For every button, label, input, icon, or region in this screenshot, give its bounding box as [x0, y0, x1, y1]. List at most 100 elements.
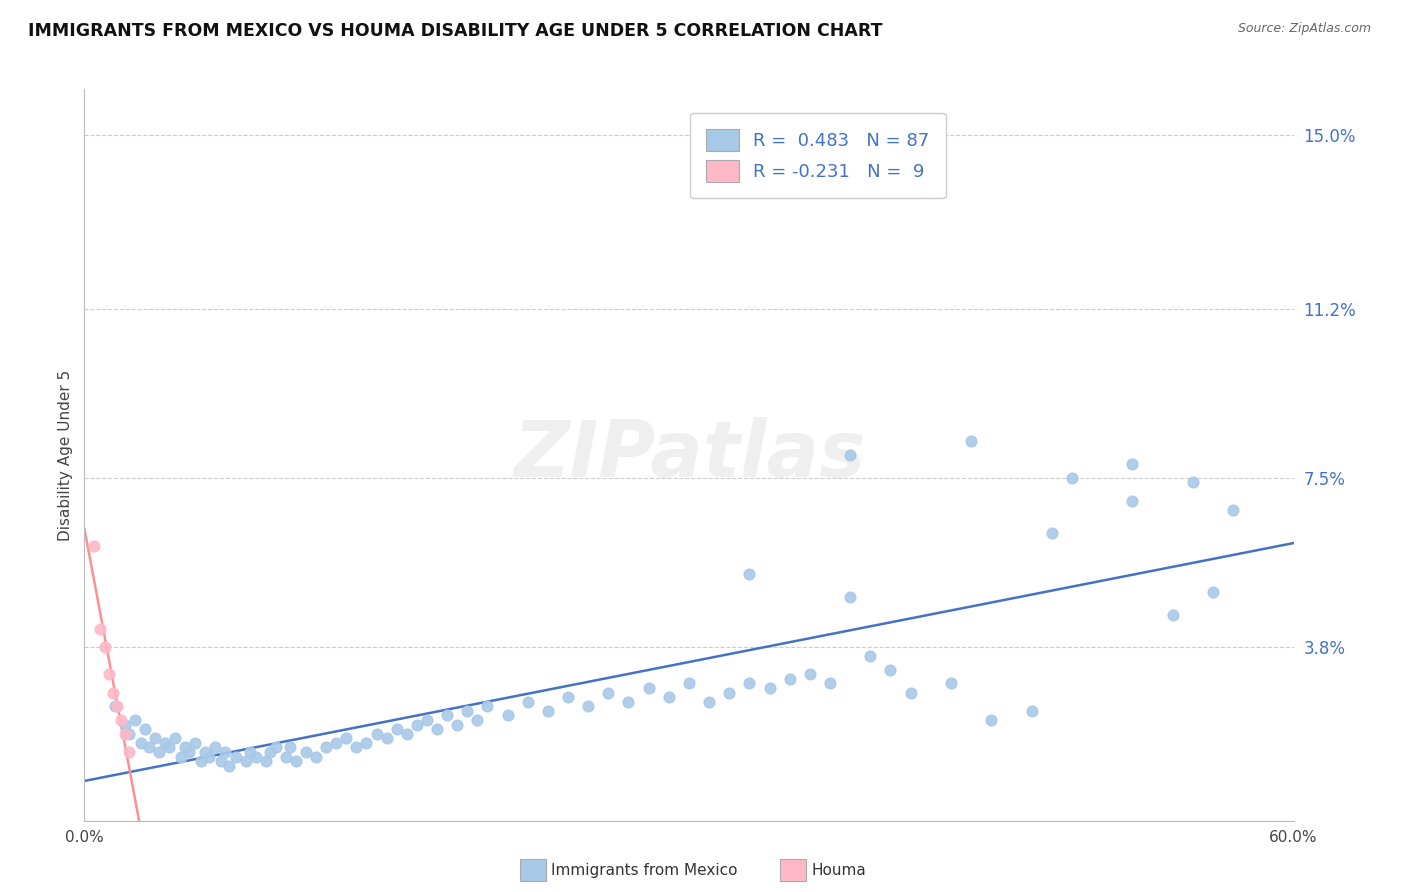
Point: [1121, 457, 1143, 471]
Point: [1222, 503, 1244, 517]
Point: [101, 686, 124, 700]
Point: [225, 749, 247, 764]
Point: [325, 736, 347, 750]
Point: [264, 740, 287, 755]
Point: [97, 667, 120, 681]
Point: [1040, 525, 1063, 540]
Point: [366, 727, 388, 741]
Point: [617, 695, 640, 709]
Point: [406, 717, 429, 731]
Point: [496, 708, 519, 723]
Point: [285, 754, 308, 768]
Text: Source: ZipAtlas.com: Source: ZipAtlas.com: [1237, 22, 1371, 36]
Point: [209, 754, 232, 768]
Point: [879, 663, 901, 677]
Point: [598, 686, 620, 700]
Point: [375, 731, 398, 746]
Point: [104, 699, 127, 714]
Point: [1161, 607, 1184, 622]
Point: [980, 713, 1002, 727]
Point: [446, 717, 468, 731]
Point: [174, 740, 197, 755]
Point: [839, 448, 862, 462]
Point: [235, 754, 257, 768]
Point: [165, 731, 187, 746]
Point: [637, 681, 659, 695]
Point: [738, 676, 761, 690]
Point: [184, 736, 207, 750]
Point: [83, 539, 105, 553]
Point: [134, 723, 156, 737]
Point: [576, 699, 599, 714]
Point: [114, 717, 136, 731]
Point: [738, 566, 761, 581]
Point: [395, 727, 418, 741]
Point: [335, 731, 357, 746]
Point: [859, 649, 882, 664]
Point: [114, 727, 136, 741]
Point: [697, 695, 720, 709]
Point: [214, 745, 236, 759]
Point: [456, 704, 478, 718]
Point: [305, 749, 328, 764]
Text: IMMIGRANTS FROM MEXICO VS HOUMA DISABILITY AGE UNDER 5 CORRELATION CHART: IMMIGRANTS FROM MEXICO VS HOUMA DISABILI…: [28, 22, 883, 40]
Y-axis label: Disability Age Under 5: Disability Age Under 5: [58, 369, 73, 541]
Point: [758, 681, 780, 695]
Point: [239, 745, 262, 759]
Point: [295, 745, 318, 759]
Point: [477, 699, 499, 714]
Point: [426, 723, 449, 737]
Point: [148, 745, 170, 759]
Point: [129, 736, 152, 750]
Point: [93, 640, 115, 654]
Point: [1181, 475, 1204, 490]
Point: [818, 676, 841, 690]
Point: [658, 690, 681, 705]
Point: [678, 676, 700, 690]
Point: [346, 740, 368, 755]
Point: [157, 740, 180, 755]
Point: [537, 704, 560, 718]
Point: [939, 676, 962, 690]
Point: [356, 736, 378, 750]
Point: [110, 713, 132, 727]
Point: [1121, 493, 1143, 508]
Point: [170, 749, 193, 764]
Point: [1021, 704, 1043, 718]
Point: [153, 736, 176, 750]
Point: [204, 740, 226, 755]
Point: [960, 434, 983, 449]
Point: [436, 708, 458, 723]
Point: [89, 622, 111, 636]
Point: [254, 754, 277, 768]
Point: [194, 745, 217, 759]
Text: Houma: Houma: [811, 863, 866, 878]
Point: [138, 740, 160, 755]
Point: [198, 749, 221, 764]
Point: [274, 749, 297, 764]
Point: [259, 745, 281, 759]
Point: [179, 745, 201, 759]
Point: [143, 731, 166, 746]
Point: [218, 758, 240, 772]
Text: ZIPatlas: ZIPatlas: [513, 417, 865, 493]
Point: [467, 713, 489, 727]
Point: [385, 723, 408, 737]
Point: [315, 740, 337, 755]
Legend: R =  0.483   N = 87, R = -0.231   N =  9: R = 0.483 N = 87, R = -0.231 N = 9: [690, 113, 946, 198]
Point: [278, 740, 301, 755]
Point: [557, 690, 579, 705]
Point: [245, 749, 267, 764]
Point: [105, 699, 128, 714]
Point: [416, 713, 439, 727]
Point: [516, 695, 538, 709]
Point: [839, 590, 862, 604]
Point: [799, 667, 821, 681]
Point: [190, 754, 212, 768]
Point: [118, 745, 141, 759]
Point: [118, 727, 141, 741]
Point: [779, 672, 801, 686]
Point: [1060, 471, 1083, 485]
Point: [900, 686, 922, 700]
Text: Immigrants from Mexico: Immigrants from Mexico: [551, 863, 738, 878]
